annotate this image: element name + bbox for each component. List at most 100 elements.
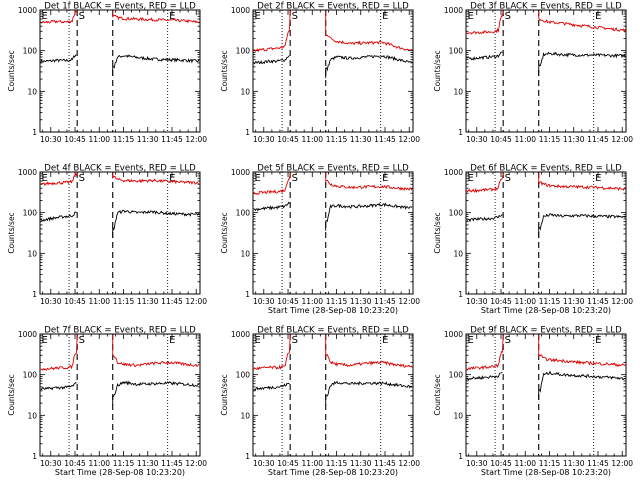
series-events [538, 370, 626, 400]
x-tick-label: 10:30 [466, 459, 488, 468]
series-lld [325, 173, 413, 191]
panel-title: Det 9f BLACK = Events, RED = LLD [470, 326, 622, 336]
y-axis-label: Counts/sec [7, 374, 16, 415]
x-axis-label: Start Time (28-Sep-08 10:23:20) [268, 306, 398, 315]
plot-frame [39, 171, 201, 295]
series-lld [466, 172, 504, 194]
x-tick-label: 11:45 [374, 297, 396, 306]
y-tick-label: 1000 [18, 6, 37, 15]
panel-title: Det 3f BLACK = Events, RED = LLD [470, 2, 622, 12]
series-events [538, 213, 626, 238]
series-lld [253, 334, 291, 371]
x-tick-label: 11:00 [88, 459, 110, 468]
panel-title: Det 4f BLACK = Events, RED = LLD [44, 164, 196, 174]
y-tick-label: 10 [240, 249, 250, 258]
y-tick-label: 10 [453, 249, 463, 258]
series-events [466, 372, 503, 381]
x-tick-label: 11:15 [539, 135, 561, 144]
series-lld [325, 11, 413, 51]
panel-det-9: Det 9f BLACK = Events, RED = LLD 1 10 100 10… [433, 326, 633, 478]
x-tick-label: 11:00 [514, 297, 536, 306]
x-tick-label: 10:30 [40, 135, 62, 144]
marker-label: E [169, 11, 175, 22]
x-tick-label: 12:00 [185, 135, 207, 144]
x-tick-label: 10:30 [40, 459, 62, 468]
series-events [40, 381, 77, 391]
plot-frame [39, 9, 201, 133]
series-events [40, 211, 77, 222]
x-tick-label: 10:45 [277, 135, 299, 144]
marker-label: S [505, 11, 511, 22]
panel-det-5: Det 5f BLACK = Events, RED = LLD 1 10 100 10… [220, 164, 420, 316]
series-events [253, 55, 290, 65]
y-tick-label: 1 [458, 452, 463, 461]
panel-det-1: Det 1f BLACK = Events, RED = LLD 1 10 100 10… [7, 2, 207, 145]
x-axis-label: Start Time (28-Sep-08 10:23:20) [481, 306, 611, 315]
plot-frame [252, 171, 414, 295]
y-axis-label: Counts/sec [220, 50, 229, 91]
panel-title: Det 5f BLACK = Events, RED = LLD [257, 164, 409, 174]
series-events [112, 54, 200, 76]
marker-label: E [468, 173, 474, 184]
x-tick-label: 11:15 [539, 459, 561, 468]
x-tick-label: 11:45 [374, 135, 396, 144]
x-tick-label: 11:30 [137, 297, 159, 306]
y-tick-label: 100 [23, 209, 38, 218]
x-tick-label: 11:00 [514, 135, 536, 144]
x-tick-label: 10:30 [253, 459, 275, 468]
y-axis-label: Counts/sec [433, 212, 442, 253]
y-tick-label: 10 [453, 87, 463, 96]
plot-frame [252, 9, 414, 133]
y-tick-label: 100 [23, 371, 38, 380]
x-tick-label: 12:00 [185, 459, 207, 468]
marker-label: E [382, 11, 388, 22]
y-tick-label: 100 [449, 47, 464, 56]
series-lld [112, 11, 200, 24]
series-events [253, 201, 290, 212]
x-tick-label: 11:45 [587, 297, 609, 306]
plot-frame [465, 333, 627, 457]
y-tick-label: 1 [245, 452, 250, 461]
x-tick-label: 11:15 [326, 297, 348, 306]
series-events [466, 51, 503, 61]
series-lld [253, 172, 291, 195]
panel-title: Det 8f BLACK = Events, RED = LLD [257, 326, 409, 336]
series-lld [40, 334, 78, 371]
series-events [253, 382, 290, 391]
x-tick-label: 10:30 [40, 297, 62, 306]
x-tick-label: 11:30 [563, 135, 585, 144]
series-events [538, 51, 626, 76]
x-tick-label: 12:00 [611, 135, 633, 144]
x-tick-label: 11:30 [137, 135, 159, 144]
x-tick-label: 11:15 [326, 135, 348, 144]
x-tick-label: 10:45 [64, 135, 86, 144]
x-tick-label: 11:00 [88, 297, 110, 306]
x-tick-label: 11:30 [350, 297, 372, 306]
y-tick-label: 1 [458, 128, 463, 137]
x-tick-label: 11:30 [563, 459, 585, 468]
x-tick-label: 11:45 [587, 459, 609, 468]
x-tick-label: 12:00 [398, 459, 420, 468]
marker-label: S [79, 173, 85, 184]
x-tick-label: 11:15 [113, 459, 135, 468]
series-events [112, 380, 200, 405]
y-tick-label: 1000 [231, 168, 250, 177]
series-events [40, 54, 77, 63]
x-tick-label: 12:00 [611, 297, 633, 306]
x-axis-label: Start Time (28-Sep-08 10:23:20) [481, 468, 611, 477]
y-tick-label: 1000 [444, 168, 463, 177]
x-tick-label: 10:45 [277, 297, 299, 306]
series-lld [112, 335, 200, 368]
series-lld [466, 334, 504, 371]
marker-label: S [292, 173, 298, 184]
x-tick-label: 10:30 [466, 297, 488, 306]
y-tick-label: 1000 [444, 6, 463, 15]
x-tick-label: 11:15 [326, 459, 348, 468]
y-tick-label: 1000 [231, 6, 250, 15]
y-axis-label: Counts/sec [7, 212, 16, 253]
plot-frame [39, 333, 201, 457]
x-tick-label: 11:15 [113, 135, 135, 144]
y-tick-label: 1000 [18, 330, 37, 339]
